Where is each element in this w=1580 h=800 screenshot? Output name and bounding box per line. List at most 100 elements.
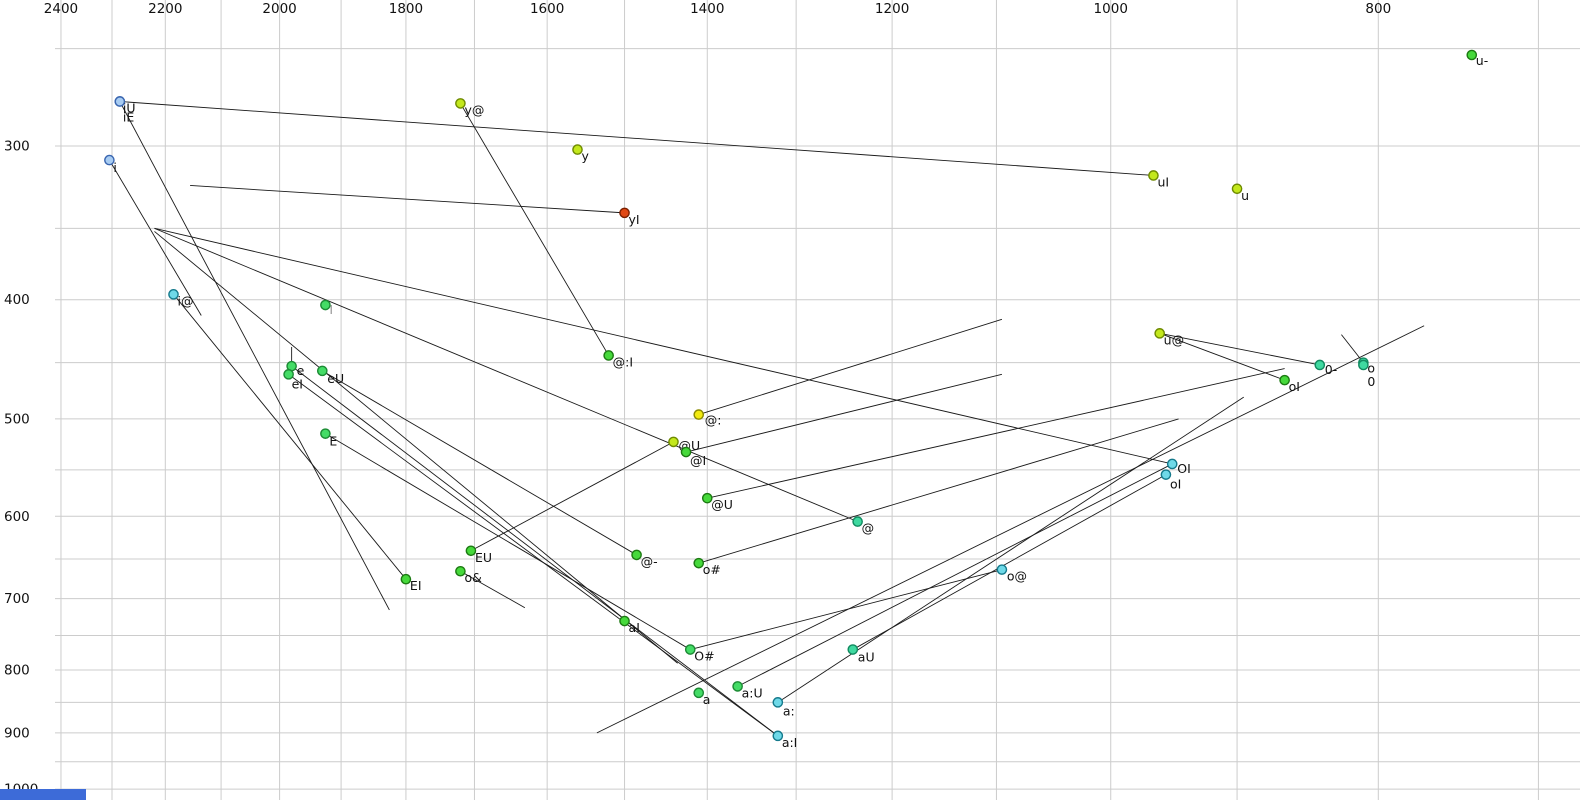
point-label: o& (464, 570, 482, 585)
point-label: i (113, 160, 116, 175)
trajectory-line (698, 418, 1179, 564)
y-tick-label: 900 (4, 725, 30, 741)
data-point (168, 289, 179, 300)
point-label: o# (703, 562, 721, 577)
trajectory-line (460, 103, 610, 356)
x-tick-label: 1200 (875, 1, 909, 17)
x-tick-label: 2400 (44, 1, 78, 17)
point-label: a:U (742, 685, 763, 700)
point-label: EU (475, 550, 492, 565)
y-tick-label: 300 (4, 139, 30, 155)
point-label: aU (858, 650, 875, 665)
x-tick-label: 800 (1365, 1, 1391, 17)
point-label: eU (327, 371, 344, 386)
data-point (693, 687, 705, 699)
data-point (1154, 328, 1165, 339)
point-label: oI (1170, 477, 1181, 492)
trajectory-line (737, 463, 1173, 687)
data-point (400, 573, 412, 585)
y-tick-label: 400 (4, 292, 30, 308)
point-label: uI (1157, 174, 1169, 189)
data-point (465, 545, 477, 557)
data-point (619, 207, 630, 219)
point-label: a: (783, 703, 795, 718)
data-point (732, 681, 743, 692)
point-label: eI (292, 376, 303, 391)
point-label: iU (123, 100, 136, 115)
x-tick-label: 2200 (148, 1, 182, 17)
data-point (996, 564, 1008, 575)
point-label: E (329, 434, 337, 449)
trajectory-line (852, 474, 1167, 650)
data-point (847, 644, 859, 655)
x-tick-label: 2000 (262, 1, 296, 17)
x-tick-label: 1000 (1094, 1, 1128, 17)
data-point (320, 299, 331, 311)
data-point (852, 516, 863, 527)
point-label: 0 (1367, 374, 1375, 389)
point-label: @U (711, 497, 733, 512)
point-label: e (297, 363, 305, 378)
trajectory-line (1159, 332, 1285, 381)
data-point (1466, 49, 1478, 61)
point-label: o@ (1007, 569, 1027, 584)
trajectory-line (698, 318, 1003, 416)
trajectory-line (119, 101, 390, 611)
point-label: @ (862, 521, 875, 536)
data-point (104, 154, 115, 166)
trajectory-line (173, 294, 407, 580)
point-label: iE (123, 109, 134, 124)
selection-strip (0, 789, 86, 800)
point-label: u@ (1164, 332, 1184, 347)
point-label: o (1367, 361, 1375, 376)
point-label: @:I (613, 354, 633, 369)
trajectory-line (685, 373, 1003, 453)
trajectory-line (119, 101, 1154, 176)
point-label: 0- (1325, 362, 1337, 377)
trajectory-line (707, 368, 1285, 499)
point-label: a:I (782, 735, 798, 750)
data-point (114, 96, 126, 107)
point-label: y@ (464, 102, 484, 117)
point-label: u (1241, 188, 1249, 203)
data-point (631, 549, 642, 561)
data-point (1314, 359, 1326, 371)
data-point (1148, 170, 1159, 181)
data-point (693, 557, 705, 569)
trajectory-line (109, 159, 202, 316)
trajectory-line (154, 227, 858, 523)
data-point (772, 730, 784, 742)
point-label: i@ (178, 293, 194, 308)
data-point (701, 492, 713, 504)
point-label: y (582, 149, 590, 164)
point-label: a (703, 692, 711, 707)
trajectory-line (1341, 334, 1364, 363)
point-label: @- (641, 554, 658, 569)
x-tick-label: 1600 (530, 1, 564, 17)
point-label: oI (1289, 379, 1300, 394)
trajectory-line (190, 185, 625, 214)
data-point (1358, 359, 1369, 371)
data-point (1160, 469, 1172, 480)
trajectory-line (154, 231, 678, 664)
trajectory-line (291, 365, 779, 737)
data-point (1231, 183, 1243, 195)
data-point (1279, 374, 1290, 386)
trajectory-line (460, 570, 526, 609)
point-label: yI (629, 212, 640, 227)
data-point (455, 565, 466, 577)
data-point (320, 428, 331, 439)
data-point (603, 350, 614, 361)
data-point (283, 369, 294, 380)
trajectory-line (470, 441, 674, 552)
trajectory-line (596, 325, 1425, 734)
trajectory-line (690, 569, 1003, 650)
point-label: EI (410, 578, 422, 593)
point-label: @I (690, 453, 706, 468)
data-point (684, 644, 696, 655)
data-point (619, 615, 630, 627)
trajectory-line (777, 396, 1244, 703)
y-tick-label: 700 (4, 591, 30, 607)
